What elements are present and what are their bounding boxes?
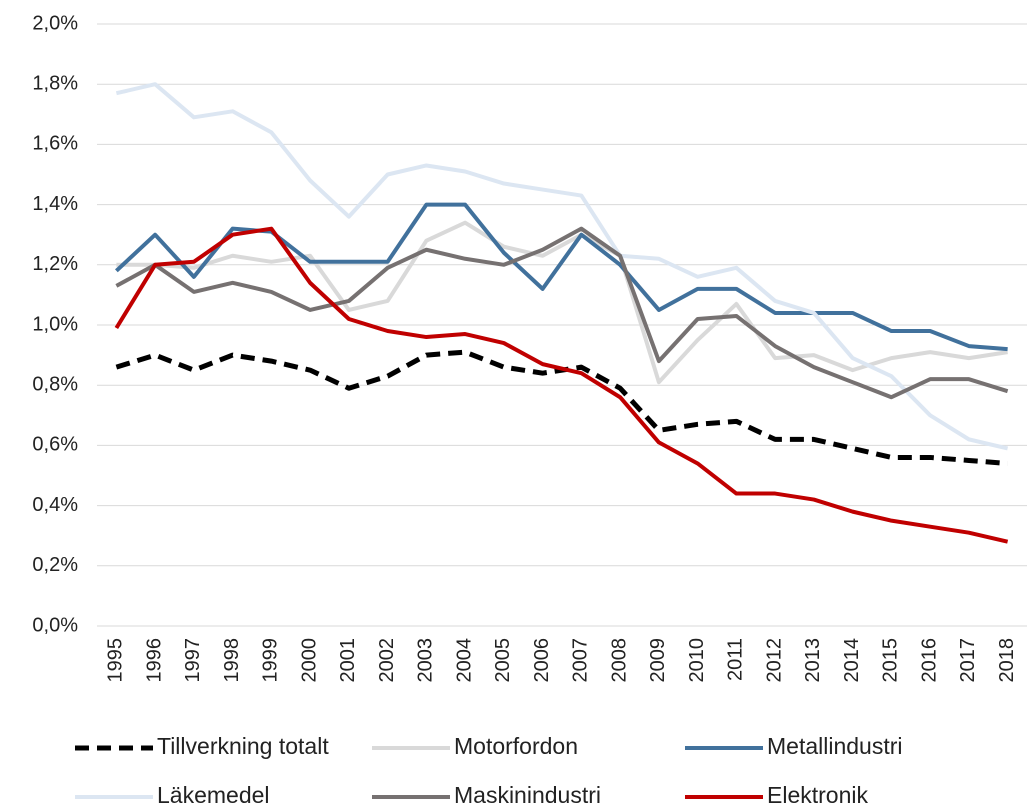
y-tick-label: 1,8% (32, 72, 78, 94)
legend-label: Tillverkning totalt (157, 733, 329, 759)
x-tick-label: 2016 (918, 638, 940, 683)
x-tick-label: 2003 (415, 638, 437, 683)
x-tick-label: 2000 (298, 638, 320, 683)
x-tick-label: 2014 (841, 638, 863, 683)
y-tick-label: 1,4% (32, 193, 78, 215)
y-tick-label: 0,2% (32, 554, 78, 576)
x-tick-label: 2004 (453, 638, 475, 683)
x-tick-label: 2012 (763, 638, 785, 683)
x-tick-label: 2011 (725, 638, 747, 681)
x-tick-label: 2017 (957, 638, 979, 683)
legend-label: Maskinindustri (454, 782, 601, 808)
x-tick-label: 2010 (686, 638, 708, 683)
x-tick-label: 2005 (492, 638, 514, 683)
y-tick-label: 0,6% (32, 434, 78, 456)
series-line (116, 220, 1008, 385)
x-tick-label: 1998 (221, 638, 243, 683)
legend-label: Metallindustri (767, 733, 903, 759)
x-tick-label: 1999 (260, 638, 282, 683)
y-tick-label: 0,4% (32, 494, 78, 516)
x-tick-label: 2008 (608, 638, 630, 683)
x-tick-label: 2015 (880, 638, 902, 683)
y-tick-label: 0,8% (32, 373, 78, 395)
x-tick-label: 2001 (337, 638, 359, 683)
y-tick-label: 1,6% (32, 133, 78, 155)
x-tick-label: 1997 (182, 638, 204, 683)
legend-label: Läkemedel (157, 782, 270, 808)
x-tick-label: 2006 (531, 638, 553, 683)
series-line (115, 82, 1009, 451)
series-line (114, 226, 1009, 544)
x-tick-label: 2009 (647, 638, 669, 683)
x-tick-label: 2013 (802, 638, 824, 683)
y-tick-label: 1,0% (32, 313, 78, 335)
y-tick-label: 2,0% (32, 12, 78, 34)
legend-label: Elektronik (767, 782, 868, 808)
x-tick-label: 2007 (570, 638, 592, 683)
x-tick-label: 2002 (376, 638, 398, 683)
y-tick-label: 1,2% (32, 253, 78, 275)
series-line (115, 226, 1009, 400)
series-line (115, 202, 1008, 352)
x-tick-label: 1996 (143, 638, 165, 683)
x-tick-label: 2018 (996, 638, 1018, 683)
x-tick-label: 1995 (105, 638, 127, 683)
legend-label: Motorfordon (454, 733, 578, 759)
y-tick-label: 0,0% (32, 614, 78, 636)
